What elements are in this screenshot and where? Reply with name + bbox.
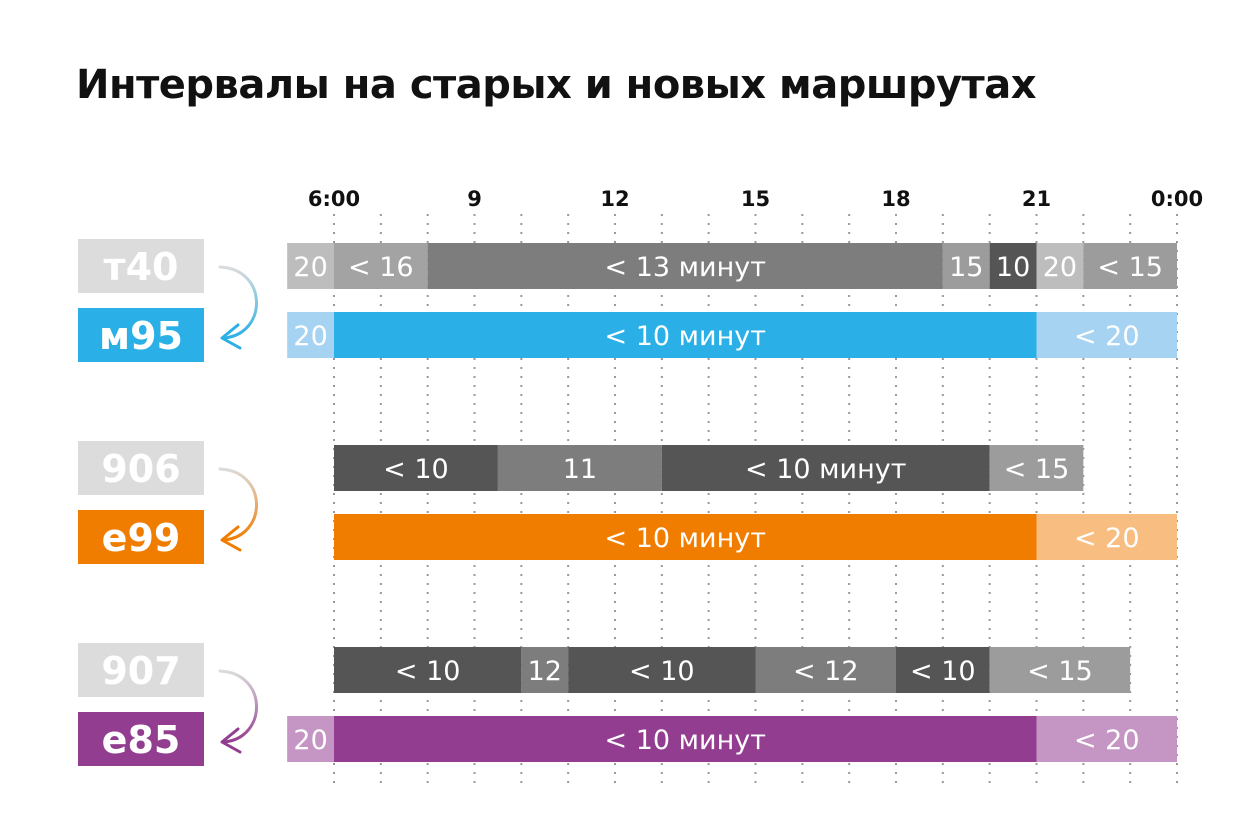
x-axis-ticks: 6:00 9 12 15 18 21 0:00 (308, 187, 1203, 211)
old-route-segment (661, 445, 990, 491)
old-route-segment-label: < 12 (793, 656, 859, 687)
new-route-segment (287, 312, 334, 358)
old-route-segment-label: < 15 (1004, 454, 1070, 485)
old-route-number: т40 (104, 245, 179, 289)
new-route-segment-label: < 10 минут (605, 523, 766, 554)
new-route-segment-label: 20 (293, 725, 327, 756)
old-route-segment (427, 243, 943, 289)
old-route-segment (334, 647, 522, 693)
old-route-segment-label: < 13 минут (605, 252, 766, 283)
new-route-segment (1036, 514, 1177, 560)
new-route-segment-label: < 20 (1074, 725, 1140, 756)
transition-arrow-icon (218, 467, 258, 542)
old-route-segment-label: < 10 (629, 656, 695, 687)
new-route-segment (334, 312, 1037, 358)
old-route-badge (78, 643, 204, 697)
old-route-segment (1036, 243, 1084, 289)
old-route-segment-label: < 10 (910, 656, 976, 687)
new-route-segment (1036, 716, 1177, 762)
new-route-segment-label: < 20 (1074, 523, 1140, 554)
new-route-segment-label: 20 (293, 321, 327, 352)
new-route-number: е99 (102, 516, 181, 560)
old-route-segment-label: < 10 (383, 454, 449, 485)
old-route-segment (942, 243, 990, 289)
old-route-badge (78, 239, 204, 293)
x-tick-label: 6:00 (308, 187, 360, 211)
old-route-segment-label: < 10 (395, 656, 461, 687)
arrow-head-icon (220, 323, 242, 350)
new-route-segment (287, 716, 334, 762)
old-route-segment (755, 647, 896, 693)
x-tick-label: 12 (600, 187, 629, 211)
old-route-segment (896, 647, 990, 693)
new-route-segment (334, 716, 1037, 762)
route-badges: т40 м95 906 е99 907 е85 (78, 239, 258, 766)
old-route-segment-label: < 16 (348, 252, 414, 283)
old-route-segment (334, 243, 428, 289)
old-route-segment (497, 445, 662, 491)
new-route-segment (334, 514, 1037, 560)
old-route-segment-label: 11 (563, 454, 597, 485)
new-route-badge (78, 308, 204, 362)
old-route-segment-label: 20 (293, 252, 327, 283)
new-route-segment-label: < 20 (1074, 321, 1140, 352)
chart-title: Интервалы на старых и новых маршрутах (76, 62, 1037, 108)
new-route-number: м95 (99, 314, 183, 358)
arrow-head-icon (220, 525, 242, 552)
new-route-number: е85 (102, 718, 181, 762)
old-route-segment-label: 10 (996, 252, 1030, 283)
grid-lines (333, 214, 1178, 786)
x-tick-label: 21 (1022, 187, 1051, 211)
new-route-badge (78, 510, 204, 564)
transition-arrow-icon (218, 265, 258, 340)
old-route-segment (989, 243, 1037, 289)
new-route-badge (78, 712, 204, 766)
arrow-head-icon (220, 727, 242, 754)
old-route-segment-label: < 15 (1027, 656, 1093, 687)
new-route-segment (1036, 312, 1177, 358)
x-tick-label: 0:00 (1151, 187, 1203, 211)
x-tick-label: 9 (467, 187, 482, 211)
old-route-segment-label: < 10 минут (745, 454, 906, 485)
old-route-segment-label: < 15 (1097, 252, 1163, 283)
old-route-segment (1083, 243, 1177, 289)
old-route-segment-label: 15 (949, 252, 983, 283)
old-route-segment (989, 445, 1084, 491)
new-route-segment-label: < 10 минут (605, 321, 766, 352)
x-tick-label: 15 (741, 187, 770, 211)
old-route-segment-label: 12 (528, 656, 562, 687)
old-route-segment (521, 647, 569, 693)
old-route-segment (989, 647, 1131, 693)
old-route-segment (568, 647, 756, 693)
old-route-number: 906 (101, 447, 180, 491)
old-route-badge (78, 441, 204, 495)
old-route-segment (334, 445, 498, 491)
new-route-segment-label: < 10 минут (605, 725, 766, 756)
interval-bars: 20 < 16 < 13 минут 15 10 20 < 15 20 < 10 минут < … (287, 243, 1177, 762)
old-route-number: 907 (101, 649, 180, 693)
x-tick-label: 18 (881, 187, 910, 211)
transition-arrow-icon (218, 669, 258, 744)
old-route-segment (287, 243, 334, 289)
old-route-segment-label: 20 (1043, 252, 1077, 283)
